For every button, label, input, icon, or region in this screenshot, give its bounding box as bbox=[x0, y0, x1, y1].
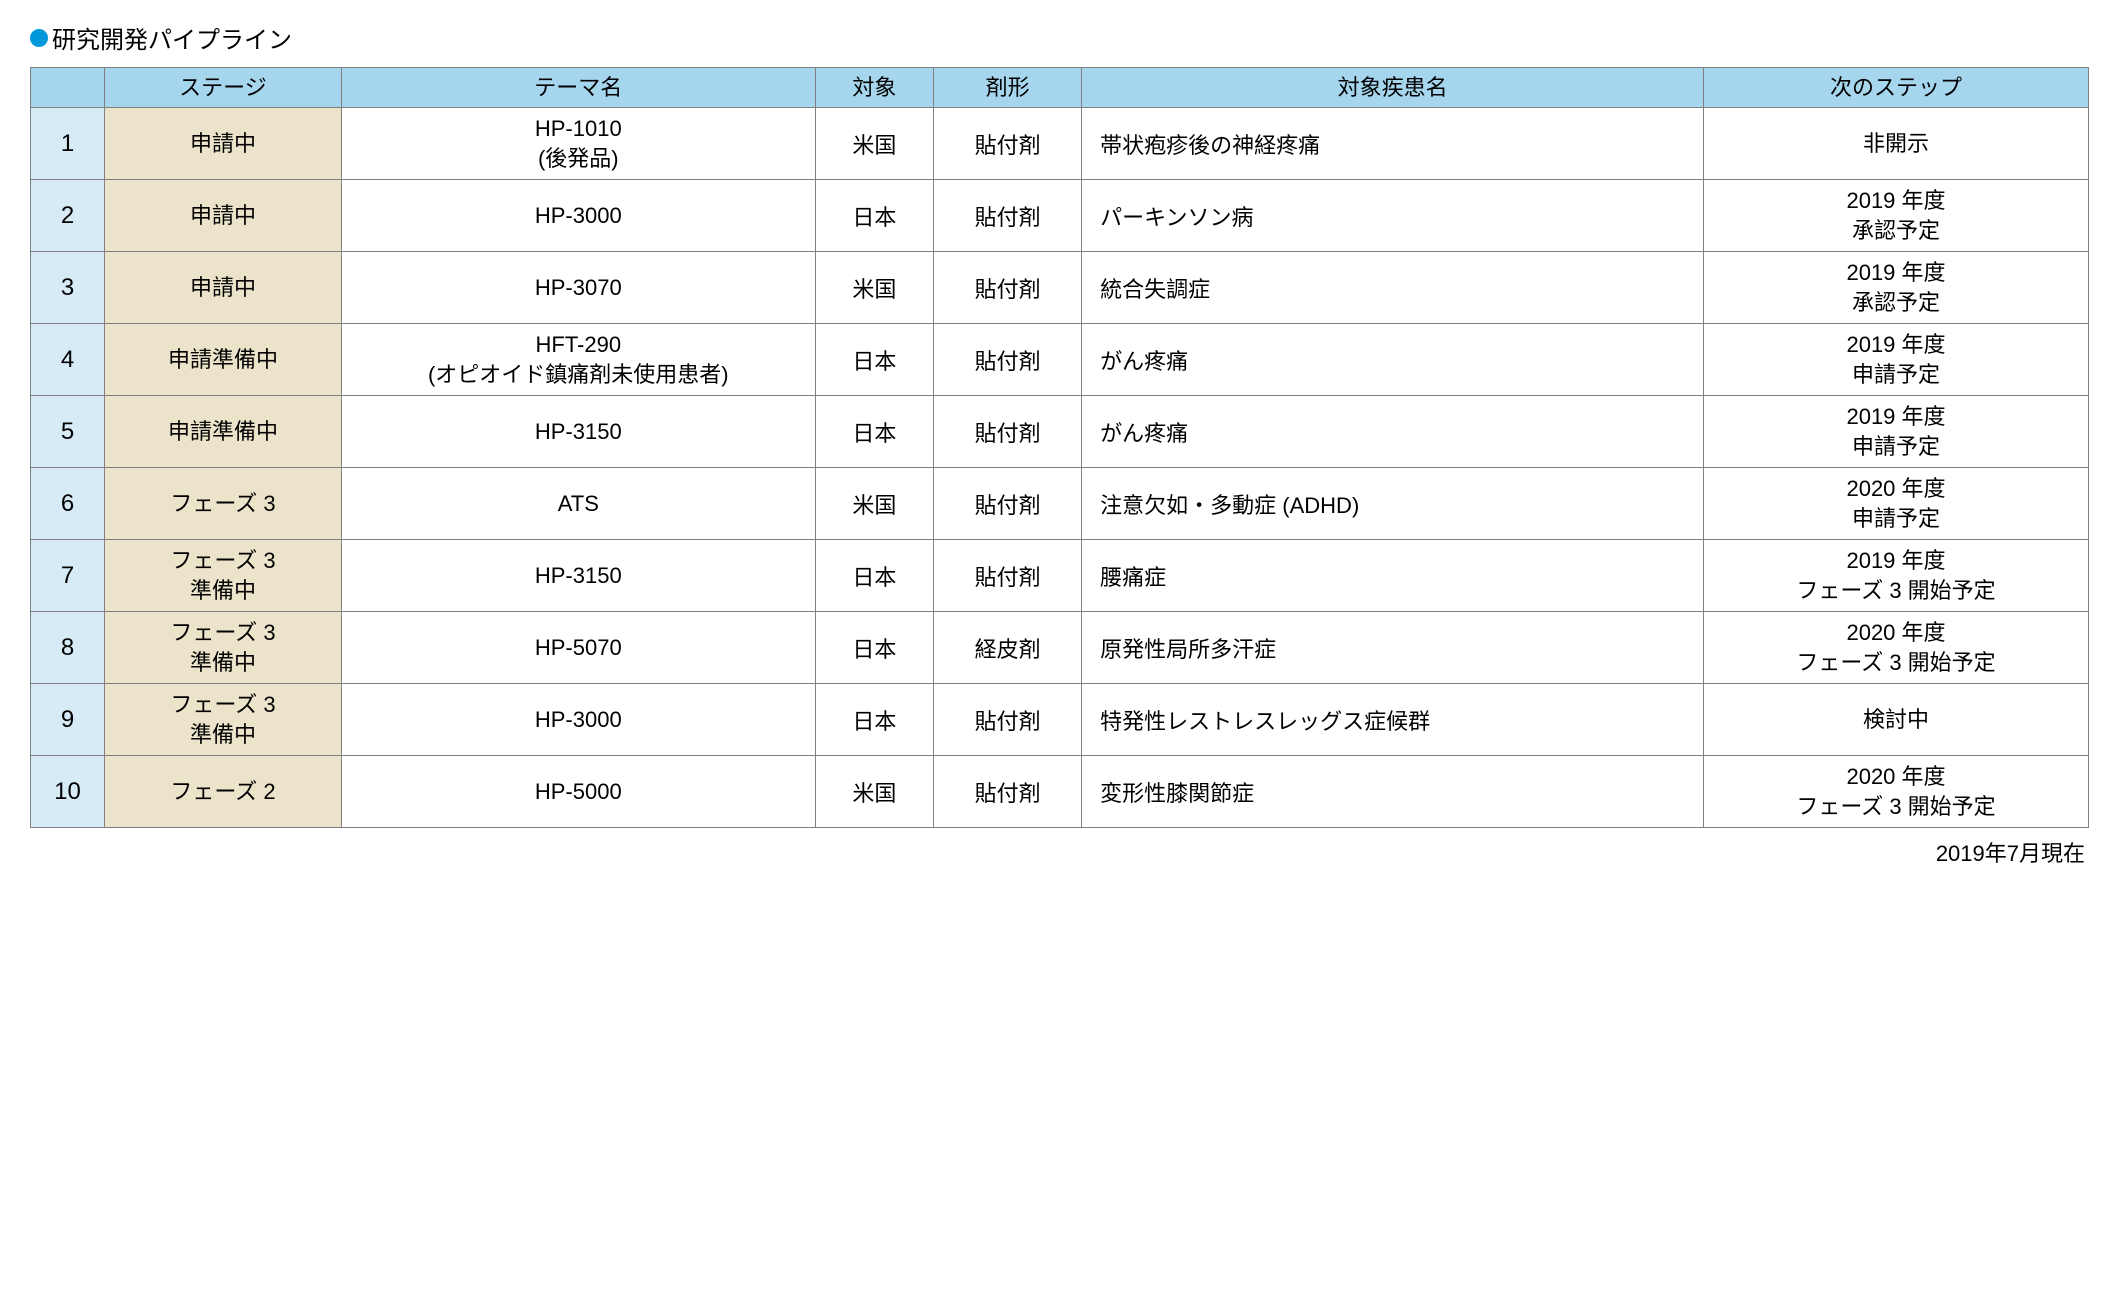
cell-next: 2020 年度 フェーズ 3 開始予定 bbox=[1704, 756, 2089, 828]
cell-disease: 注意欠如・多動症 (ADHD) bbox=[1082, 468, 1704, 540]
cell-theme: HP-1010 (後発品) bbox=[341, 108, 815, 180]
bullet-icon bbox=[30, 29, 48, 47]
cell-theme: HP-3150 bbox=[341, 540, 815, 612]
cell-num: 9 bbox=[31, 684, 105, 756]
table-row: 9フェーズ 3 準備中HP-3000日本貼付剤特発性レストレスレッグス症候群検討… bbox=[31, 684, 2089, 756]
cell-theme: ATS bbox=[341, 468, 815, 540]
cell-target: 日本 bbox=[815, 684, 933, 756]
cell-theme: HP-3070 bbox=[341, 252, 815, 324]
header-theme: テーマ名 bbox=[341, 68, 815, 108]
cell-next: 2020 年度 申請予定 bbox=[1704, 468, 2089, 540]
cell-stage: 申請準備中 bbox=[105, 324, 342, 396]
cell-form: 貼付剤 bbox=[934, 252, 1082, 324]
cell-target: 米国 bbox=[815, 108, 933, 180]
cell-target: 米国 bbox=[815, 468, 933, 540]
cell-form: 貼付剤 bbox=[934, 324, 1082, 396]
cell-theme: HP-3150 bbox=[341, 396, 815, 468]
cell-next: 2019 年度 承認予定 bbox=[1704, 252, 2089, 324]
cell-disease: 帯状疱疹後の神経疼痛 bbox=[1082, 108, 1704, 180]
header-target: 対象 bbox=[815, 68, 933, 108]
cell-disease: 統合失調症 bbox=[1082, 252, 1704, 324]
cell-theme: HP-3000 bbox=[341, 180, 815, 252]
pipeline-table: ステージ テーマ名 対象 剤形 対象疾患名 次のステップ 1申請中HP-1010… bbox=[30, 67, 2089, 828]
cell-next: 2019 年度 フェーズ 3 開始予定 bbox=[1704, 540, 2089, 612]
cell-num: 7 bbox=[31, 540, 105, 612]
cell-num: 8 bbox=[31, 612, 105, 684]
cell-disease: 原発性局所多汗症 bbox=[1082, 612, 1704, 684]
header-stage: ステージ bbox=[105, 68, 342, 108]
cell-theme: HP-5000 bbox=[341, 756, 815, 828]
cell-num: 4 bbox=[31, 324, 105, 396]
cell-target: 日本 bbox=[815, 324, 933, 396]
cell-form: 貼付剤 bbox=[934, 540, 1082, 612]
cell-stage: フェーズ 3 準備中 bbox=[105, 540, 342, 612]
table-row: 4申請準備中HFT-290 (オピオイド鎮痛剤未使用患者)日本貼付剤がん疼痛20… bbox=[31, 324, 2089, 396]
cell-form: 貼付剤 bbox=[934, 756, 1082, 828]
table-row: 3申請中HP-3070米国貼付剤統合失調症2019 年度 承認予定 bbox=[31, 252, 2089, 324]
cell-next: 2019 年度 申請予定 bbox=[1704, 396, 2089, 468]
cell-target: 日本 bbox=[815, 396, 933, 468]
cell-stage: 申請中 bbox=[105, 180, 342, 252]
cell-stage: フェーズ 3 bbox=[105, 468, 342, 540]
cell-target: 日本 bbox=[815, 540, 933, 612]
header-next: 次のステップ bbox=[1704, 68, 2089, 108]
cell-num: 1 bbox=[31, 108, 105, 180]
cell-disease: パーキンソン病 bbox=[1082, 180, 1704, 252]
table-row: 8フェーズ 3 準備中HP-5070日本経皮剤原発性局所多汗症2020 年度 フ… bbox=[31, 612, 2089, 684]
header-disease: 対象疾患名 bbox=[1082, 68, 1704, 108]
table-row: 1申請中HP-1010 (後発品)米国貼付剤帯状疱疹後の神経疼痛非開示 bbox=[31, 108, 2089, 180]
cell-disease: 腰痛症 bbox=[1082, 540, 1704, 612]
cell-form: 貼付剤 bbox=[934, 180, 1082, 252]
cell-theme: HP-5070 bbox=[341, 612, 815, 684]
cell-theme: HFT-290 (オピオイド鎮痛剤未使用患者) bbox=[341, 324, 815, 396]
cell-disease: 変形性膝関節症 bbox=[1082, 756, 1704, 828]
cell-num: 3 bbox=[31, 252, 105, 324]
cell-stage: フェーズ 3 準備中 bbox=[105, 612, 342, 684]
cell-form: 貼付剤 bbox=[934, 108, 1082, 180]
page-title: 研究開発パイプライン bbox=[52, 20, 292, 55]
table-row: 5申請準備中HP-3150日本貼付剤がん疼痛2019 年度 申請予定 bbox=[31, 396, 2089, 468]
cell-form: 貼付剤 bbox=[934, 684, 1082, 756]
cell-num: 6 bbox=[31, 468, 105, 540]
footnote: 2019年7月現在 bbox=[30, 836, 2089, 868]
cell-next: 2019 年度 承認予定 bbox=[1704, 180, 2089, 252]
table-row: 7フェーズ 3 準備中HP-3150日本貼付剤腰痛症2019 年度 フェーズ 3… bbox=[31, 540, 2089, 612]
cell-next: 2020 年度 フェーズ 3 開始予定 bbox=[1704, 612, 2089, 684]
cell-theme: HP-3000 bbox=[341, 684, 815, 756]
table-row: 10フェーズ 2HP-5000米国貼付剤変形性膝関節症2020 年度 フェーズ … bbox=[31, 756, 2089, 828]
cell-next: 検討中 bbox=[1704, 684, 2089, 756]
table-row: 6フェーズ 3ATS米国貼付剤注意欠如・多動症 (ADHD)2020 年度 申請… bbox=[31, 468, 2089, 540]
cell-num: 2 bbox=[31, 180, 105, 252]
cell-num: 10 bbox=[31, 756, 105, 828]
table-header: ステージ テーマ名 対象 剤形 対象疾患名 次のステップ bbox=[31, 68, 2089, 108]
cell-stage: 申請準備中 bbox=[105, 396, 342, 468]
cell-target: 日本 bbox=[815, 180, 933, 252]
cell-next: 2019 年度 申請予定 bbox=[1704, 324, 2089, 396]
header-form: 剤形 bbox=[934, 68, 1082, 108]
cell-stage: 申請中 bbox=[105, 108, 342, 180]
cell-stage: フェーズ 3 準備中 bbox=[105, 684, 342, 756]
cell-form: 貼付剤 bbox=[934, 396, 1082, 468]
cell-target: 米国 bbox=[815, 756, 933, 828]
cell-target: 米国 bbox=[815, 252, 933, 324]
header-num bbox=[31, 68, 105, 108]
cell-stage: 申請中 bbox=[105, 252, 342, 324]
cell-stage: フェーズ 2 bbox=[105, 756, 342, 828]
cell-next: 非開示 bbox=[1704, 108, 2089, 180]
cell-disease: がん疼痛 bbox=[1082, 396, 1704, 468]
cell-target: 日本 bbox=[815, 612, 933, 684]
page-header: 研究開発パイプライン bbox=[30, 20, 2089, 55]
table-row: 2申請中HP-3000日本貼付剤パーキンソン病2019 年度 承認予定 bbox=[31, 180, 2089, 252]
cell-disease: 特発性レストレスレッグス症候群 bbox=[1082, 684, 1704, 756]
table-body: 1申請中HP-1010 (後発品)米国貼付剤帯状疱疹後の神経疼痛非開示2申請中H… bbox=[31, 108, 2089, 828]
cell-disease: がん疼痛 bbox=[1082, 324, 1704, 396]
cell-form: 経皮剤 bbox=[934, 612, 1082, 684]
cell-num: 5 bbox=[31, 396, 105, 468]
cell-form: 貼付剤 bbox=[934, 468, 1082, 540]
